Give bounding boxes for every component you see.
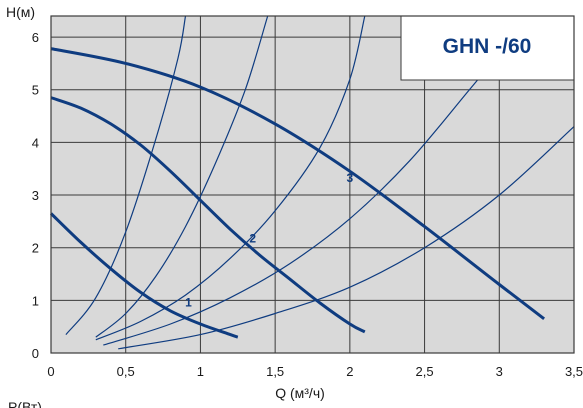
- curve-label-1: 1: [185, 296, 192, 310]
- curve-labels: 1 2 3: [185, 171, 353, 310]
- y-tick-label: 5: [32, 83, 39, 98]
- y-tick-labels: 0 1 2 3 4 5 6: [32, 30, 39, 361]
- curve-label-2: 2: [249, 231, 256, 245]
- x-tick-label: 2,5: [416, 364, 434, 379]
- chart-title: GHN -/60: [443, 35, 532, 58]
- x-tick-label: 1,5: [266, 364, 284, 379]
- x-tick-label: 1: [197, 364, 204, 379]
- title-box: [400, 15, 575, 81]
- system-curve: [103, 44, 508, 346]
- system-curve: [65, 16, 187, 335]
- pump-curve-2: [50, 96, 366, 334]
- system-curves: [65, 16, 574, 350]
- x-axis-label: Q (м³/ч): [275, 385, 325, 401]
- pump-curves: [49, 47, 546, 339]
- y-tick-label: 4: [32, 135, 39, 150]
- plot-frame: [50, 15, 575, 354]
- y-tick-label: 6: [32, 30, 39, 45]
- power-axis-label: P(Вт): [8, 399, 42, 408]
- system-curve: [118, 126, 574, 350]
- pump-curve-1: [49, 212, 239, 339]
- y-tick-label: 2: [32, 241, 39, 256]
- x-tick-label: 2: [346, 364, 353, 379]
- y-axis-label: H(м): [6, 4, 35, 20]
- x-tick-label: 3: [496, 364, 503, 379]
- pump-curve-3: [50, 47, 546, 320]
- x-tick-label: 0,5: [117, 364, 135, 379]
- y-tick-label: 3: [32, 188, 39, 203]
- system-curve: [95, 16, 269, 338]
- system-curve: [95, 16, 366, 341]
- x-tick-labels: 0 0,5 1 1,5 2 2,5 3 3,5: [47, 364, 583, 379]
- x-tick-label: 0: [47, 364, 54, 379]
- x-tick-label: 3,5: [565, 364, 583, 379]
- y-tick-label: 0: [32, 346, 39, 361]
- curve-label-3: 3: [347, 171, 354, 185]
- y-tick-label: 1: [32, 293, 39, 308]
